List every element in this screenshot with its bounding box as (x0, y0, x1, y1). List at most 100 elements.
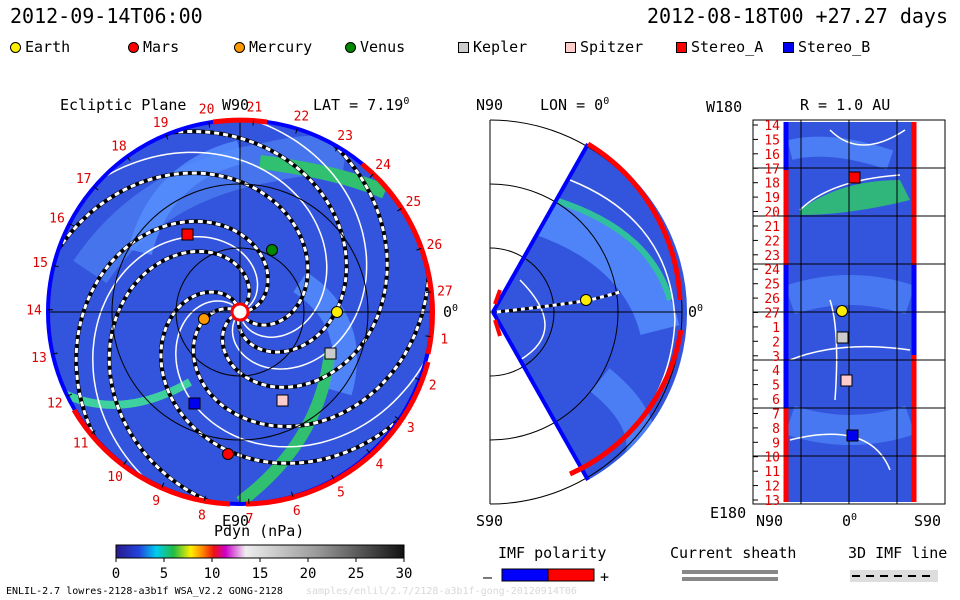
pdyn-colorbar: Pdyn (nPa) 0 5 10 15 20 25 30 (112, 522, 413, 582)
radial-spitzer-marker (840, 374, 853, 387)
radial-y-tick-label: 21 (764, 220, 780, 235)
colorbar-tick-label: 25 (348, 566, 365, 582)
ecliptic-tick-label: 24 (375, 158, 391, 173)
colorbar-tick-label: 30 (396, 566, 413, 582)
legend-label: Spitzer (580, 38, 644, 56)
ecliptic-w90-label: W90 (222, 96, 249, 114)
radial-y-tick-label: 6 (772, 393, 780, 408)
kepler-swatch-icon (458, 41, 469, 53)
radial-w180-label: W180 (706, 98, 742, 116)
ecliptic-tick-label: 19 (153, 116, 169, 131)
model-info: ENLIL-2.7 lowres-2128-a3b1f WSA_V2.2 GON… (6, 586, 283, 597)
kepler-marker (324, 347, 337, 360)
ecliptic-tick-label: 6 (293, 504, 301, 519)
colorbar-tick-label: 0 (112, 566, 120, 582)
legend-label: Stereo_A (691, 38, 764, 56)
radial-y-tick-label: 9 (772, 436, 780, 451)
colorbar-tick-label: 20 (300, 566, 317, 582)
legend-label: Venus (360, 38, 406, 56)
radial-y-tick-label: 10 (764, 451, 780, 466)
legend-item-mercury: Mercury (234, 38, 312, 56)
meridional-earth-marker (580, 294, 592, 306)
radial-kepler-marker (836, 331, 849, 344)
radial-earth-marker (836, 305, 848, 317)
earth-marker (331, 306, 343, 318)
ecliptic-lat-label: LAT = 7.190 (313, 96, 409, 114)
ecliptic-tick-label: 21 (247, 101, 263, 116)
earth-swatch-icon (10, 41, 21, 53)
meridional-panel: N90 LON = 00 S90 00 (476, 96, 703, 530)
legend-label: Earth (25, 38, 71, 56)
ecliptic-tick-label: 18 (111, 139, 127, 154)
legend-label: Mars (143, 38, 180, 56)
radial-y-tick-label: 12 (764, 480, 780, 495)
run-timestamp: 2012-09-14T06:00 (10, 4, 203, 28)
meridional-n90-label: N90 (476, 96, 503, 114)
colorbar-title: Pdyn (nPa) (214, 522, 304, 540)
legend-label: Kepler (473, 38, 528, 56)
imf-polarity-legend: IMF polarity – + (483, 544, 609, 586)
mercury-marker (198, 313, 210, 325)
sun-marker (230, 302, 250, 322)
radial-panel: 1415161718192021222324252627123456789101… (706, 96, 946, 530)
venus-marker (266, 244, 278, 256)
radial-y-tick-label: 13 (764, 494, 780, 509)
radial-y-tick-label: 1 (772, 321, 780, 336)
ecliptic-tick-label: 8 (198, 508, 206, 523)
legend-item-kepler: Kepler (458, 38, 527, 56)
radial-y-tick-label: 11 (764, 465, 780, 480)
legend-label: Mercury (249, 38, 313, 56)
radial-y-tick-label: 22 (764, 234, 780, 249)
spitzer-marker (276, 394, 289, 407)
radial-y-tick-label: 2 (772, 335, 780, 350)
current-sheath-legend: Current sheath (670, 544, 796, 581)
radial-y-tick-label: 17 (764, 162, 780, 177)
radial-zero-label: 00 (842, 512, 857, 530)
radial-n90-label: N90 (756, 512, 783, 530)
ecliptic-tick-label: 17 (76, 172, 92, 187)
stereo-b-marker (188, 397, 201, 410)
planet-markers (181, 228, 343, 460)
ecliptic-title: Ecliptic Plane (60, 96, 186, 114)
ecliptic-tick-label: 5 (337, 486, 345, 501)
radial-y-tick-label: 14 (764, 119, 780, 134)
radial-y-tick-label: 3 (772, 350, 780, 365)
ecliptic-tick-label: 14 (26, 304, 42, 319)
ecliptic-tick-label: 3 (407, 421, 415, 436)
faint-path: samples/enlil/2.7/2128-a3b1f-gong-201209… (306, 586, 577, 597)
legend-item-stereo-a: Stereo_A (676, 38, 763, 56)
radial-y-tick-label: 16 (764, 148, 780, 163)
legend-item-spitzer: Spitzer (565, 38, 643, 56)
legend-item-stereo-b: Stereo_B (783, 38, 870, 56)
model-time-offset: 2012-08-18T00 +27.27 days (646, 4, 948, 28)
legend-item-earth: Earth (10, 38, 70, 56)
ecliptic-tick-label: 12 (47, 396, 63, 411)
stereo-b-swatch-icon (783, 41, 794, 53)
radial-s90-label: S90 (914, 512, 941, 530)
stereo-a-swatch-icon (676, 41, 687, 53)
radial-y-tick-label: 18 (764, 177, 780, 192)
radial-y-tick-label: 8 (772, 422, 780, 437)
radial-y-tick-label: 27 (764, 307, 780, 322)
ecliptic-tick-label: 9 (152, 494, 160, 509)
ecliptic-tick-label: 16 (49, 211, 65, 226)
venus-swatch-icon (345, 41, 356, 53)
mars-swatch-icon (128, 41, 139, 53)
radial-stereo-a-marker (848, 171, 861, 184)
radial-y-tick-label: 23 (764, 249, 780, 264)
radial-y-tick-label: 19 (764, 191, 780, 206)
imf-3d-line-legend: 3D IMF line (848, 544, 947, 582)
radial-y-tick-label: 15 (764, 133, 780, 148)
ecliptic-tick-label: 22 (294, 109, 310, 124)
radial-e180-label: E180 (710, 504, 746, 522)
ecliptic-tick-label: 27 (437, 285, 453, 300)
imf-polarity-title: IMF polarity (498, 544, 606, 562)
ecliptic-zero-label: 00 (443, 303, 458, 321)
legend-label: Stereo_B (798, 38, 871, 56)
ecliptic-e90-label: E90 (222, 512, 249, 530)
mercury-swatch-icon (234, 41, 245, 53)
ecliptic-tick-label: 2 (429, 379, 437, 394)
colorbar-tick-label: 10 (204, 566, 221, 582)
object-legend: Earth Mars Mercury Venus Kepler Spitzer Stereo… (10, 38, 950, 60)
